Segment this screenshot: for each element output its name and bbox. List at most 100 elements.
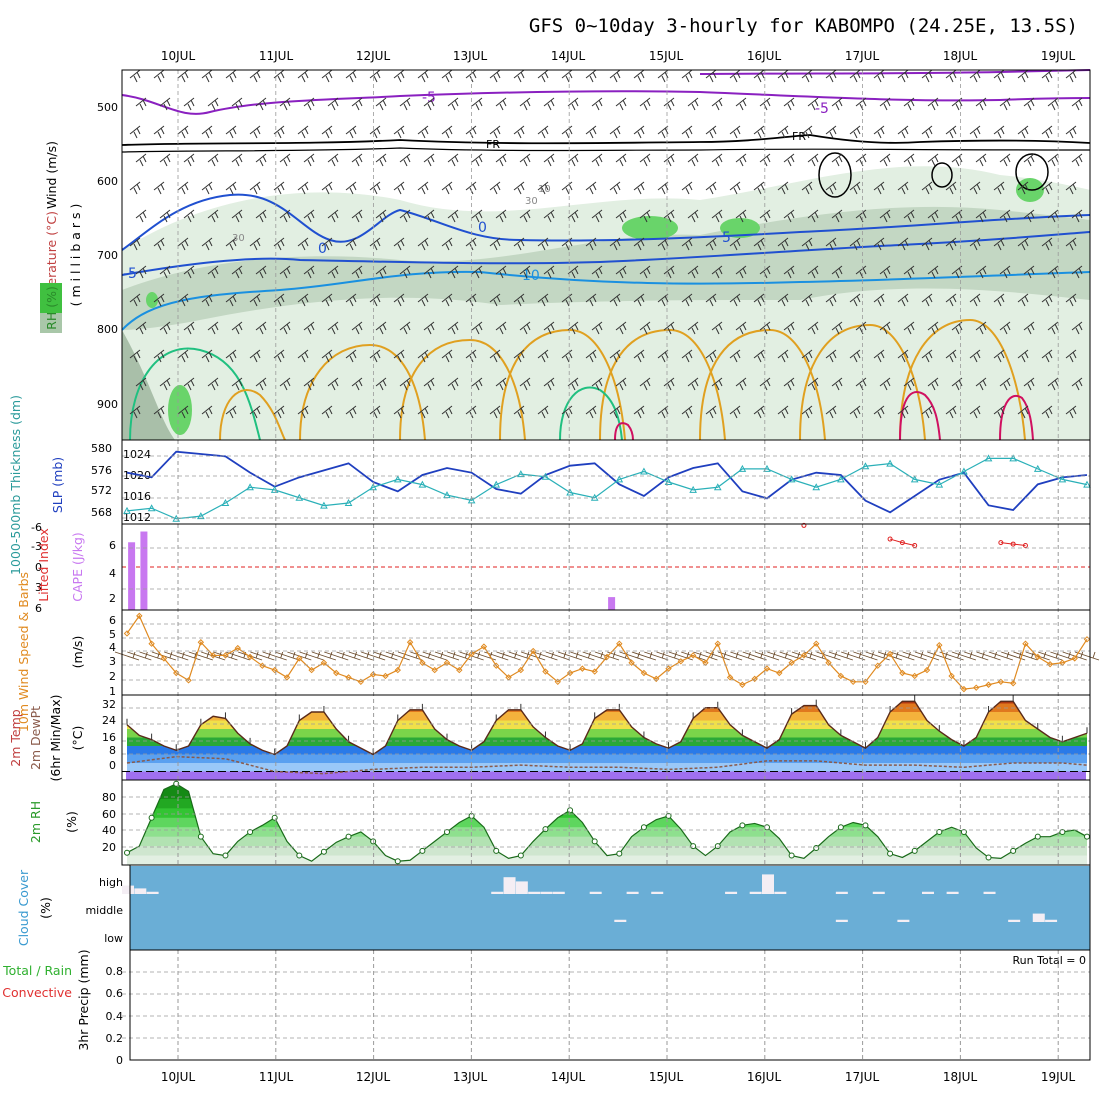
temp-band (127, 754, 1087, 764)
thickness-point (910, 475, 919, 483)
wind-barb (705, 69, 717, 83)
ytick-label: 4 (109, 641, 116, 654)
wind-barb (1047, 153, 1059, 167)
ytick-label: 0 (109, 759, 116, 772)
li-axis: -6 -3 0 3 6 (31, 521, 42, 615)
wind10m-point (1034, 653, 1041, 661)
wind-barb (903, 97, 915, 111)
wind-barb (441, 405, 453, 419)
wind-barb (423, 209, 435, 223)
wind-barb (543, 377, 555, 391)
wind10m-point (197, 639, 205, 646)
wind-barb (399, 321, 411, 335)
frame-precip (129, 949, 1091, 1061)
wind10m-point (603, 653, 611, 661)
wind-barb (873, 181, 885, 195)
wind-barb (639, 377, 651, 391)
wind-barb (945, 237, 957, 251)
wind-barb (615, 97, 627, 111)
wind10m-point (653, 675, 660, 683)
date-label-bottom: 16JUL (747, 1070, 782, 1084)
rh2m-point (714, 843, 721, 850)
thickness-point (640, 467, 648, 475)
contour-label: 10 (538, 184, 551, 195)
wind-barb (993, 237, 1005, 251)
ytick-label: 700 (97, 249, 118, 262)
wind-barb (345, 293, 357, 307)
wind-barb (351, 265, 363, 279)
wind-barb (201, 237, 213, 251)
wind10m-barb (324, 651, 349, 661)
wind-barb (897, 405, 909, 419)
wind-barb (633, 349, 645, 363)
wind10m-barb (767, 651, 792, 661)
wind-barb (969, 69, 981, 83)
contour-label: 10 (522, 268, 540, 284)
wind-barb (1017, 349, 1029, 363)
wind10m-barb (828, 651, 853, 661)
thickness-point (393, 475, 402, 483)
wind-barb (321, 181, 333, 195)
wind10m-barb (730, 651, 755, 661)
thickness-point (837, 475, 845, 483)
wind-barb (447, 377, 459, 391)
wind-barb (489, 237, 501, 251)
cloud-high-block (540, 891, 553, 894)
wind10m-point (628, 659, 635, 666)
wind-barb (633, 405, 645, 419)
rh-band (127, 783, 1087, 800)
wind-barb (183, 209, 195, 223)
wind-barb (567, 321, 579, 335)
wind-barb (873, 69, 885, 83)
wind10m-point (788, 659, 795, 666)
wind-barb (825, 405, 837, 419)
wind-barb (969, 405, 981, 419)
wind10m-barb (964, 651, 989, 661)
wind-barb (825, 293, 837, 307)
wind-barb (537, 405, 549, 419)
wind-barb (297, 349, 309, 363)
rh2m-point (124, 849, 130, 856)
wind-barb (609, 237, 621, 251)
wind-barb (255, 377, 267, 391)
wind10m-barb (237, 651, 263, 661)
wind-barb (609, 69, 621, 83)
wind-barb (519, 265, 531, 279)
lifted-index-point (899, 540, 905, 546)
temp2m-series (122, 695, 1090, 780)
lifted-index-point (1010, 541, 1016, 547)
wind-barb (423, 97, 435, 111)
wind10m-barb (927, 651, 952, 661)
wind-barb (417, 237, 429, 251)
wind10m-barb (853, 651, 878, 661)
rh-shading-mid (122, 206, 1090, 330)
wind-barb (273, 125, 285, 139)
wind-barb (255, 153, 267, 167)
wind-barb (633, 125, 645, 139)
thickness-point (935, 480, 944, 488)
thickness-point (713, 483, 722, 491)
wind-barb (489, 349, 501, 363)
wind-barb (753, 69, 765, 83)
wind-barb (351, 97, 363, 111)
wind-barb (567, 209, 579, 223)
wind-barb (513, 405, 525, 419)
wind-barb (879, 209, 891, 223)
wind-barb (615, 265, 627, 279)
panel-label-temp2m: 2m Temp (8, 709, 23, 766)
wind-barb (921, 405, 933, 419)
wind-barb (159, 265, 171, 279)
wind10m-speed-line (126, 614, 1088, 690)
wind10m-point (209, 652, 217, 659)
temp-band (127, 746, 1087, 755)
wind10m-barb (865, 651, 890, 661)
wind10m-barb (545, 651, 570, 661)
wind-barb (1071, 321, 1083, 335)
wind-barb (729, 181, 741, 195)
cape-bar (608, 597, 616, 610)
rh2m-point (837, 824, 844, 831)
wind10m-barb (705, 651, 730, 661)
wind-barb (327, 265, 339, 279)
cloud-high-block (872, 891, 885, 894)
wind10m-barb (373, 651, 398, 661)
